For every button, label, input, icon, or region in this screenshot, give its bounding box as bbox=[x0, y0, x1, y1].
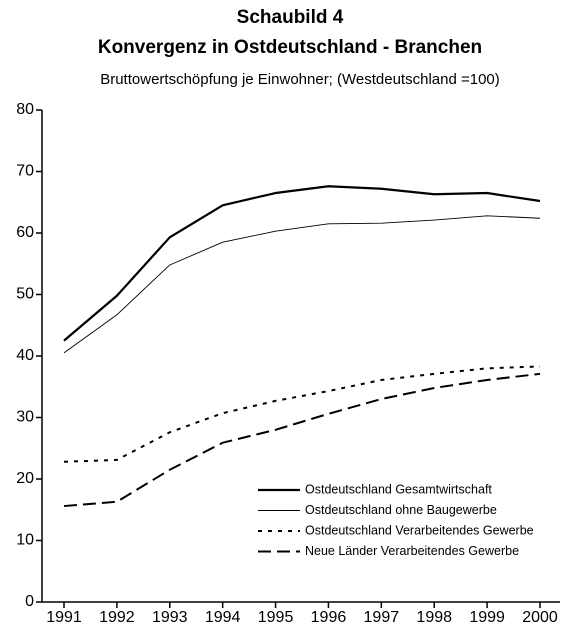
x-tick-label: 2000 bbox=[522, 609, 558, 626]
y-tick-label: 0 bbox=[25, 593, 34, 610]
series-line bbox=[63, 215, 541, 354]
y-tick-label: 10 bbox=[16, 532, 34, 549]
y-tick-label: 30 bbox=[16, 409, 34, 426]
x-tick-label: 1991 bbox=[46, 609, 82, 626]
x-tick-label: 1992 bbox=[99, 609, 135, 626]
y-tick-label: 20 bbox=[16, 470, 34, 487]
x-tick-label: 1996 bbox=[311, 609, 347, 626]
y-tick-label: 70 bbox=[16, 163, 34, 180]
legend-label: Ostdeutschland ohne Baugewerbe bbox=[305, 503, 497, 517]
chart-description: Bruttowertschöpfung je Einwohner; (Westd… bbox=[100, 71, 500, 88]
x-tick-label: 1995 bbox=[258, 609, 294, 626]
x-tick-label: 1997 bbox=[364, 609, 400, 626]
series-line bbox=[63, 185, 541, 342]
y-tick-label: 60 bbox=[16, 224, 34, 241]
chart-title: Schaubild 4 bbox=[237, 7, 344, 28]
series-line bbox=[63, 372, 541, 508]
legend-label: Neue Länder Verarbeitendes Gewerbe bbox=[305, 544, 519, 558]
legend-label: Ostdeutschland Gesamtwirtschaft bbox=[305, 482, 492, 496]
x-tick-label: 1993 bbox=[152, 609, 188, 626]
series-line bbox=[63, 365, 541, 463]
legend-label: Ostdeutschland Verarbeitendes Gewerbe bbox=[305, 523, 534, 537]
y-tick-label: 80 bbox=[16, 101, 34, 118]
chart-subtitle: Konvergenz in Ostdeutschland - Branchen bbox=[98, 37, 482, 58]
x-tick-label: 1999 bbox=[469, 609, 505, 626]
y-tick-label: 50 bbox=[16, 286, 34, 303]
x-tick-label: 1994 bbox=[205, 609, 241, 626]
y-tick-label: 40 bbox=[16, 347, 34, 364]
x-tick-label: 1998 bbox=[416, 609, 452, 626]
